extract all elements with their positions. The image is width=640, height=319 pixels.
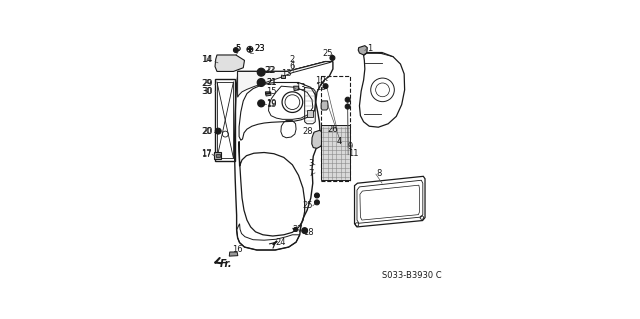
Circle shape <box>345 97 350 102</box>
Circle shape <box>345 104 350 109</box>
Text: 20: 20 <box>202 127 212 136</box>
Text: 3: 3 <box>308 159 313 168</box>
Text: 8: 8 <box>376 169 381 178</box>
Text: 30: 30 <box>202 86 212 96</box>
Text: 27: 27 <box>292 225 303 234</box>
Text: 21: 21 <box>266 78 276 87</box>
Circle shape <box>235 49 237 51</box>
Text: 25: 25 <box>323 48 333 57</box>
Text: 9: 9 <box>348 142 353 151</box>
Polygon shape <box>237 62 330 97</box>
Text: 5: 5 <box>236 44 241 53</box>
Text: 10: 10 <box>315 76 326 85</box>
Circle shape <box>234 48 238 53</box>
Text: 1: 1 <box>367 44 372 53</box>
Text: 13: 13 <box>282 70 292 78</box>
Text: 4: 4 <box>336 137 342 146</box>
Circle shape <box>215 128 221 134</box>
Text: 29: 29 <box>202 79 212 88</box>
Text: 20: 20 <box>202 127 212 136</box>
Text: 19: 19 <box>266 100 276 108</box>
Circle shape <box>257 78 265 86</box>
Circle shape <box>259 70 263 74</box>
Text: 14: 14 <box>202 55 212 64</box>
Circle shape <box>259 80 263 85</box>
Text: 5: 5 <box>236 44 241 53</box>
Text: 21: 21 <box>266 78 276 87</box>
Polygon shape <box>294 86 299 91</box>
Circle shape <box>301 228 308 234</box>
Polygon shape <box>216 154 220 157</box>
Text: 6: 6 <box>290 62 295 71</box>
Polygon shape <box>281 75 285 78</box>
Circle shape <box>294 227 298 231</box>
Circle shape <box>314 200 319 205</box>
Text: 14: 14 <box>202 55 212 64</box>
Text: 22: 22 <box>264 66 275 75</box>
Circle shape <box>257 68 265 76</box>
Text: 19: 19 <box>266 99 276 108</box>
Text: 12: 12 <box>315 83 326 92</box>
Text: 23: 23 <box>254 44 265 53</box>
Text: 26: 26 <box>327 125 338 134</box>
Text: 15: 15 <box>266 86 276 96</box>
Text: 18: 18 <box>303 228 314 237</box>
Polygon shape <box>229 252 238 256</box>
Circle shape <box>217 130 220 133</box>
Circle shape <box>259 102 263 105</box>
Text: 16: 16 <box>232 245 243 254</box>
Text: S033-B3930 C: S033-B3930 C <box>382 271 442 280</box>
Circle shape <box>330 56 335 60</box>
Text: 13: 13 <box>295 83 305 92</box>
Polygon shape <box>312 130 323 148</box>
Text: 23: 23 <box>254 44 265 53</box>
Polygon shape <box>358 46 367 55</box>
Polygon shape <box>266 92 271 96</box>
Text: 28: 28 <box>303 127 313 136</box>
Polygon shape <box>321 101 328 110</box>
Text: 7: 7 <box>308 169 313 178</box>
Text: 24: 24 <box>275 238 285 247</box>
Text: 17: 17 <box>202 150 212 159</box>
Polygon shape <box>321 125 349 180</box>
Polygon shape <box>215 55 244 71</box>
Circle shape <box>258 100 264 107</box>
Text: Fr.: Fr. <box>220 259 232 269</box>
Polygon shape <box>214 152 221 159</box>
Circle shape <box>314 193 319 198</box>
Text: 17: 17 <box>202 149 212 158</box>
Text: 11: 11 <box>348 149 358 158</box>
Circle shape <box>323 84 328 89</box>
Text: 25: 25 <box>303 201 313 210</box>
Text: 22: 22 <box>266 66 276 75</box>
Polygon shape <box>307 109 313 117</box>
Text: 29: 29 <box>202 79 212 88</box>
Text: 30: 30 <box>202 86 212 96</box>
Circle shape <box>303 229 306 232</box>
Text: 2: 2 <box>290 55 295 64</box>
